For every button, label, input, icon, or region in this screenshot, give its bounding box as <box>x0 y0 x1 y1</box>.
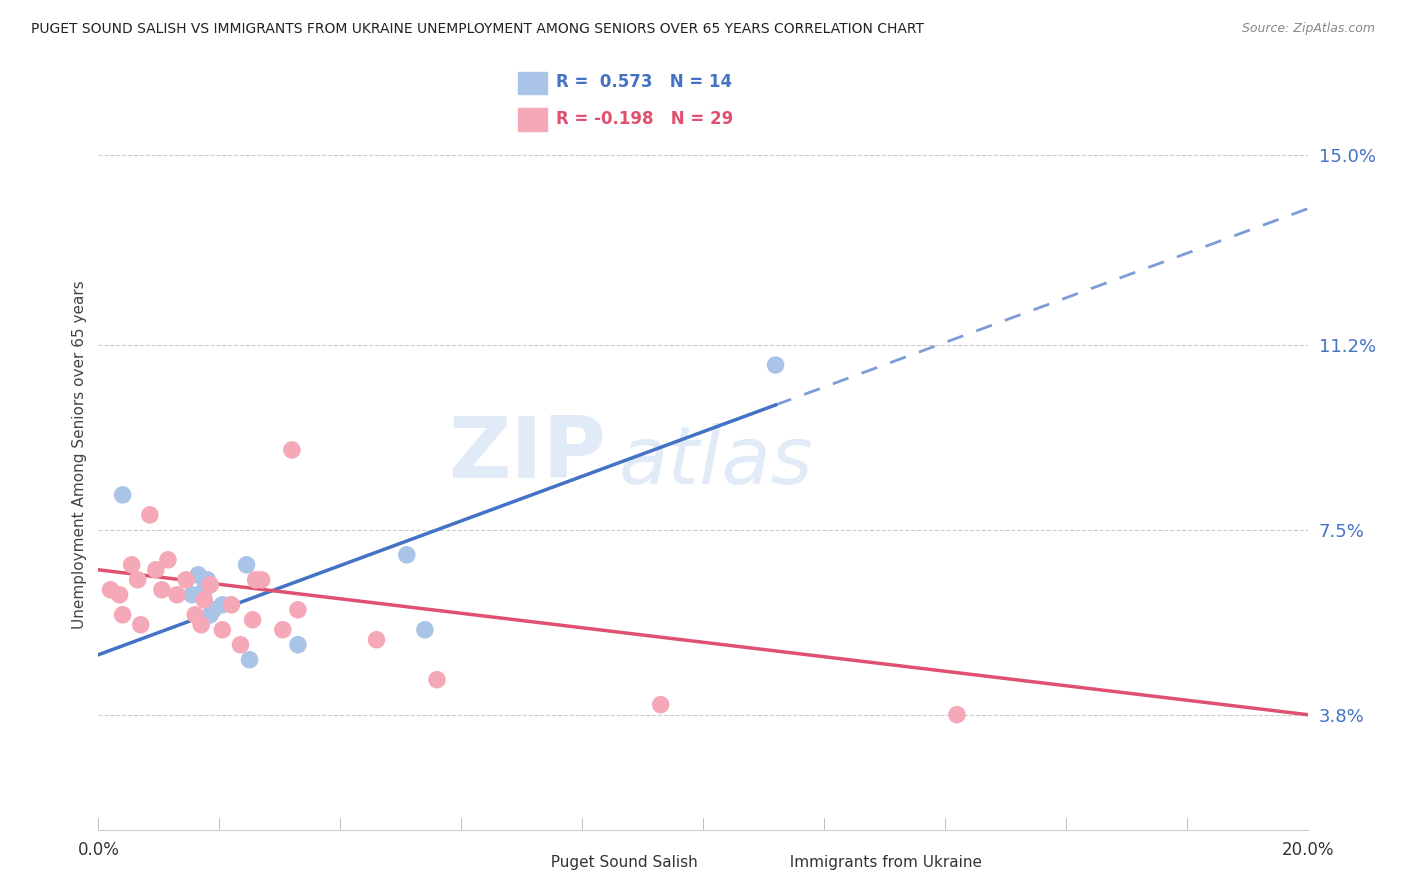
Bar <box>517 71 547 95</box>
Point <box>166 588 188 602</box>
Bar <box>517 108 547 130</box>
Point <box>395 548 418 562</box>
Point <box>239 653 262 667</box>
Point <box>287 603 309 617</box>
Point <box>145 563 167 577</box>
Point <box>245 573 267 587</box>
Point <box>250 573 273 587</box>
Y-axis label: Unemployment Among Seniors over 65 years: Unemployment Among Seniors over 65 years <box>72 281 87 629</box>
Point <box>187 567 209 582</box>
Point <box>174 573 197 587</box>
Point <box>193 592 215 607</box>
Point <box>426 673 449 687</box>
Point <box>765 358 787 372</box>
Point <box>271 623 294 637</box>
Point <box>100 582 122 597</box>
Text: Source: ZipAtlas.com: Source: ZipAtlas.com <box>1241 22 1375 36</box>
Point <box>184 607 207 622</box>
Point <box>211 623 233 637</box>
Point <box>150 582 173 597</box>
Point <box>413 623 436 637</box>
Point <box>229 638 252 652</box>
Point <box>111 607 134 622</box>
Point <box>235 558 257 572</box>
Point <box>108 588 131 602</box>
Point <box>156 553 179 567</box>
Point <box>281 442 304 457</box>
Point <box>139 508 162 522</box>
Point <box>127 573 149 587</box>
Text: Immigrants from Ukraine: Immigrants from Ukraine <box>780 855 983 870</box>
Point <box>129 617 152 632</box>
Point <box>111 488 134 502</box>
Text: atlas: atlas <box>619 424 813 501</box>
Point <box>650 698 672 712</box>
Point <box>946 707 969 722</box>
Text: R = -0.198   N = 29: R = -0.198 N = 29 <box>557 110 734 128</box>
Point <box>190 617 212 632</box>
Point <box>366 632 388 647</box>
Point <box>221 598 243 612</box>
Point <box>121 558 143 572</box>
Point <box>200 607 222 622</box>
Text: Puget Sound Salish: Puget Sound Salish <box>541 855 697 870</box>
Point <box>202 603 225 617</box>
Text: R =  0.573   N = 14: R = 0.573 N = 14 <box>557 73 733 91</box>
Point <box>242 613 264 627</box>
Point <box>211 598 233 612</box>
Point <box>200 578 222 592</box>
Point <box>181 588 204 602</box>
Point <box>193 582 215 597</box>
Text: ZIP: ZIP <box>449 413 606 497</box>
Text: PUGET SOUND SALISH VS IMMIGRANTS FROM UKRAINE UNEMPLOYMENT AMONG SENIORS OVER 65: PUGET SOUND SALISH VS IMMIGRANTS FROM UK… <box>31 22 924 37</box>
Point <box>195 573 218 587</box>
Point <box>287 638 309 652</box>
